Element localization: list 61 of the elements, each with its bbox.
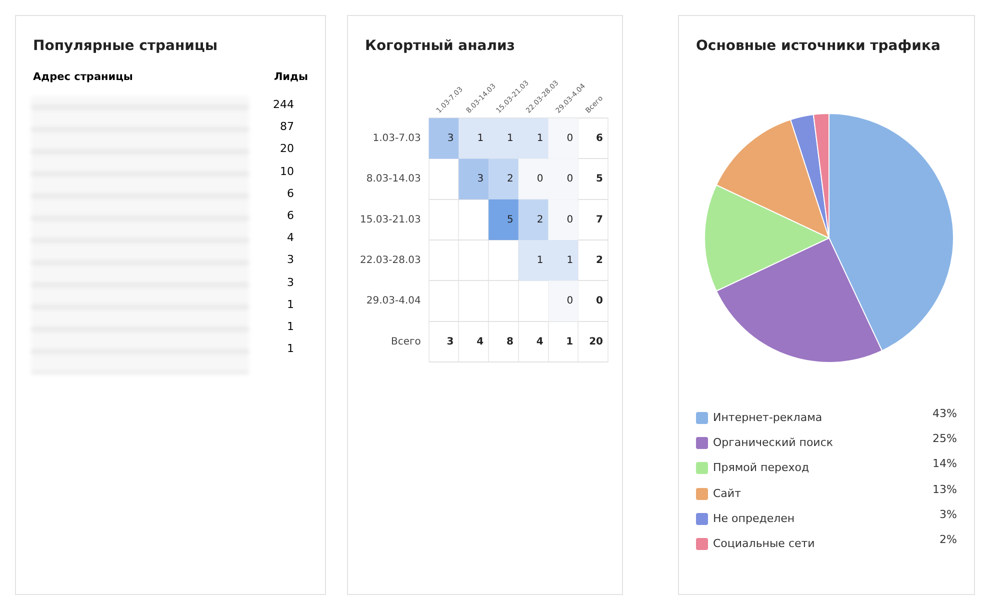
legend-label: Органический поиск [713, 436, 834, 450]
data-label: 6 [287, 186, 294, 200]
data-label: 8 [506, 336, 514, 348]
data-label: 3 [447, 132, 454, 144]
data-label: 10 [280, 164, 294, 178]
data-label: 1 [507, 132, 514, 144]
legend-label: Прямой переход [713, 461, 810, 474]
data-label: 0 [566, 296, 574, 307]
data-label: 43% [932, 407, 957, 420]
legend-label: Не определен [713, 512, 795, 525]
chart-title: Основные источники трафика [696, 38, 940, 54]
y-tick-label: 22.03-28.03 [360, 254, 421, 266]
legend-label: Социальные сети [713, 537, 815, 550]
data-label: 1 [287, 320, 294, 333]
data-label: 0 [536, 174, 544, 185]
data-label: 0 [566, 132, 574, 144]
y-tick-label: 8.03-14.03 [366, 174, 421, 185]
text: Популярные страницы [33, 38, 218, 54]
y-tick-label: Всего [390, 336, 421, 348]
data-label: 1 [566, 254, 574, 266]
y-tick-label: 29.03-4.04 [366, 296, 421, 307]
data-label: 3 [287, 276, 294, 289]
data-label: 20 [280, 142, 294, 156]
data-label: 1 [287, 298, 294, 311]
data-label: 7 [596, 214, 604, 226]
data-label: 3 [446, 336, 454, 348]
data-label: 2 [596, 254, 604, 266]
legend-label: Сайт [713, 486, 741, 500]
data-label: 4 [476, 336, 484, 348]
data-label: 25% [932, 432, 957, 446]
data-label: 5 [596, 174, 604, 185]
data-label: 0 [566, 214, 574, 226]
data-label: 2 [507, 174, 514, 185]
data-label: 2 [536, 214, 544, 226]
legend-label: Интернет-реклама [713, 411, 822, 424]
data-label: 4 [287, 231, 294, 244]
chart-title: Когортный анализ [365, 38, 515, 54]
data-label: 1 [477, 132, 484, 144]
data-label: 1 [536, 132, 544, 144]
data-label: 1 [536, 254, 544, 266]
data-label: 1 [566, 336, 574, 348]
data-label: 14% [932, 457, 957, 470]
y-tick-label: 15.03-21.03 [360, 214, 421, 226]
data-label: 4 [536, 336, 544, 348]
data-label: 1 [287, 342, 294, 356]
data-label: 20 [589, 336, 604, 348]
data-label: 6 [596, 132, 604, 144]
y-tick-label: 1.03-7.03 [372, 132, 421, 144]
data-label: 0 [566, 174, 574, 185]
data-label: 3 [287, 253, 294, 266]
data-label: 0 [596, 296, 604, 307]
data-label: 13% [932, 482, 957, 496]
data-label: 3% [940, 508, 957, 521]
text: Адрес страницы [33, 71, 133, 83]
data-label: 2% [940, 533, 957, 546]
text: Лиды [274, 71, 308, 83]
data-label: 6 [287, 209, 294, 222]
data-label: 87 [280, 120, 294, 134]
data-label: 5 [507, 214, 514, 226]
data-label: 244 [273, 98, 294, 111]
data-label: 3 [477, 174, 484, 185]
